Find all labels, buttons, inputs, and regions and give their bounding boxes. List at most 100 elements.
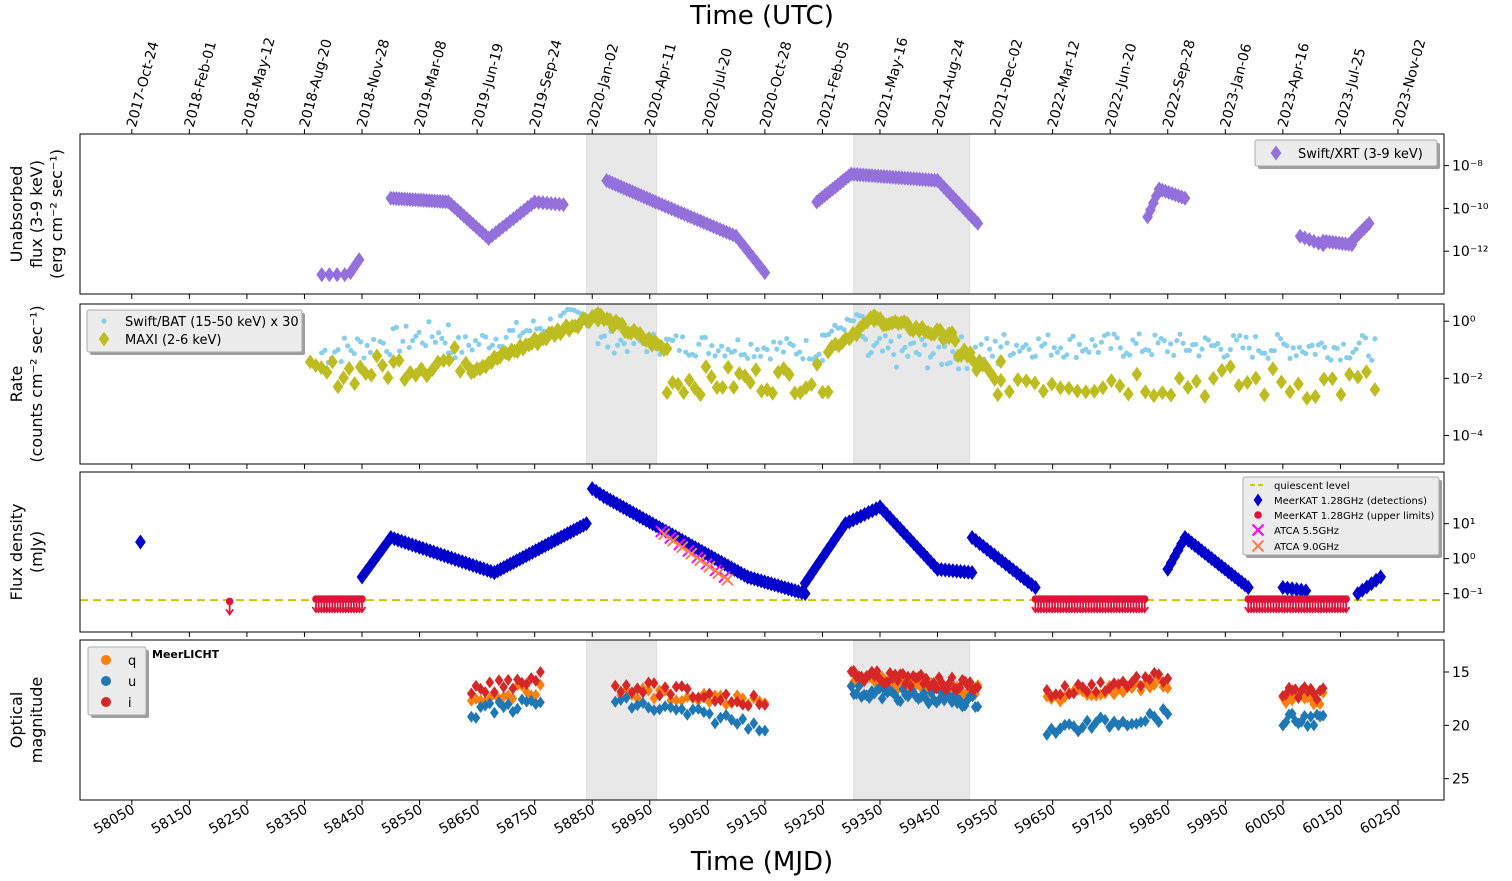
- data-point: [1029, 375, 1041, 391]
- data-point: [1278, 336, 1284, 342]
- data-point: [1010, 350, 1017, 357]
- legend-label: i: [128, 696, 132, 711]
- data-point: [666, 701, 676, 714]
- data-point: [777, 340, 783, 346]
- data-point: [874, 340, 880, 346]
- data-point: [1328, 357, 1334, 363]
- y-axis-label: Rate: [7, 366, 26, 403]
- y-axis-label: Flux density: [7, 503, 26, 600]
- data-point: [364, 342, 370, 348]
- legend-label: MeerKAT 1.28GHz (detections): [1274, 496, 1427, 507]
- data-point: [992, 387, 1004, 403]
- data-point: [916, 668, 926, 681]
- data-point: [895, 695, 905, 708]
- data-point: [868, 350, 874, 356]
- data-point: [1318, 709, 1328, 722]
- data-point: [1140, 670, 1150, 683]
- legend-label: ATCA 5.5GHz: [1274, 526, 1339, 537]
- data-point: [1312, 351, 1318, 357]
- data-point: [712, 567, 725, 580]
- data-point: [351, 350, 357, 357]
- y-tick-label: 10⁰: [1452, 552, 1476, 568]
- data-point: [489, 342, 496, 348]
- data-point: [722, 353, 728, 359]
- data-point: [700, 359, 712, 375]
- data-point: [1133, 340, 1139, 347]
- data-point: [614, 342, 621, 348]
- data-point: [1363, 215, 1375, 231]
- data-point: [706, 369, 717, 385]
- data-point: [1249, 354, 1255, 360]
- mjd-tick-label: 59650: [1012, 802, 1059, 838]
- data-point: [661, 385, 673, 401]
- legend: qui: [87, 646, 149, 718]
- axes-frame: [79, 303, 1445, 465]
- data-point: [522, 678, 531, 691]
- data-point: [816, 351, 822, 357]
- data-point: [1145, 347, 1152, 354]
- data-point: [1186, 347, 1193, 353]
- data-point: [485, 697, 495, 710]
- data-point: [774, 346, 780, 352]
- data-point: [803, 337, 809, 344]
- data-point: [1276, 374, 1287, 390]
- data-point: [400, 338, 406, 344]
- data-point: [705, 687, 714, 700]
- data-point: [1076, 341, 1083, 347]
- data-point: [955, 366, 962, 372]
- data-point: [397, 348, 403, 354]
- data-point: [1136, 331, 1142, 337]
- data-point: [633, 682, 642, 695]
- data-point: [1271, 348, 1277, 354]
- data-point: [919, 336, 925, 343]
- data-point: [1086, 349, 1092, 355]
- data-point: [526, 672, 536, 685]
- data-point: [442, 340, 448, 346]
- mjd-tick-label: 59550: [955, 802, 1002, 838]
- data-point: [822, 384, 834, 400]
- mjd-tick-label: 59150: [724, 802, 771, 838]
- data-point: [879, 348, 886, 354]
- data-point: [910, 340, 917, 346]
- data-point: [531, 674, 541, 687]
- rate-panel: 10⁻⁴ 10⁻² 10⁰ Rate (counts cm⁻² sec⁻¹) Swift/…: [7, 303, 1483, 469]
- data-point: [924, 365, 931, 371]
- y-tick-label: 10⁻⁸: [1452, 159, 1483, 175]
- utc-tick-label: 2021-Dec-02: [987, 37, 1026, 129]
- data-point: [1312, 693, 1322, 706]
- utc-tick-label: 2019-Sep-24: [527, 38, 566, 129]
- data-point: [485, 676, 495, 689]
- data-point: [1140, 384, 1151, 400]
- data-point: [1012, 372, 1024, 388]
- data-point: [338, 370, 349, 386]
- data-point: [783, 367, 795, 383]
- data-point: [537, 325, 543, 331]
- data-point: [1063, 380, 1075, 396]
- data-point: [404, 364, 416, 380]
- data-point: [371, 336, 377, 343]
- legend: quiescent level MeerKAT 1.28GHz (detectio…: [1242, 476, 1442, 558]
- data-point: [399, 372, 411, 388]
- data-point: [581, 516, 592, 532]
- data-point: [483, 334, 489, 340]
- data-point: [1132, 670, 1141, 683]
- data-point: [1073, 354, 1079, 360]
- series-meerkat-1-28ghz-detections-: [135, 481, 1387, 602]
- data-point: [638, 696, 648, 709]
- data-point: [1026, 346, 1032, 352]
- data-point: [750, 362, 762, 378]
- data-point: [1087, 721, 1097, 734]
- y-tick-label: 10⁻¹²: [1452, 244, 1488, 260]
- data-point: [1096, 676, 1105, 689]
- data-point: [1215, 340, 1221, 347]
- data-point: [1148, 388, 1160, 404]
- data-point: [1064, 718, 1074, 731]
- data-point: [702, 334, 708, 341]
- data-point: [536, 666, 545, 679]
- data-point: [471, 711, 481, 724]
- data-point: [508, 692, 518, 705]
- data-point: [877, 335, 883, 341]
- data-point: [1233, 378, 1245, 394]
- data-point: [1335, 387, 1347, 403]
- data-point: [335, 347, 341, 353]
